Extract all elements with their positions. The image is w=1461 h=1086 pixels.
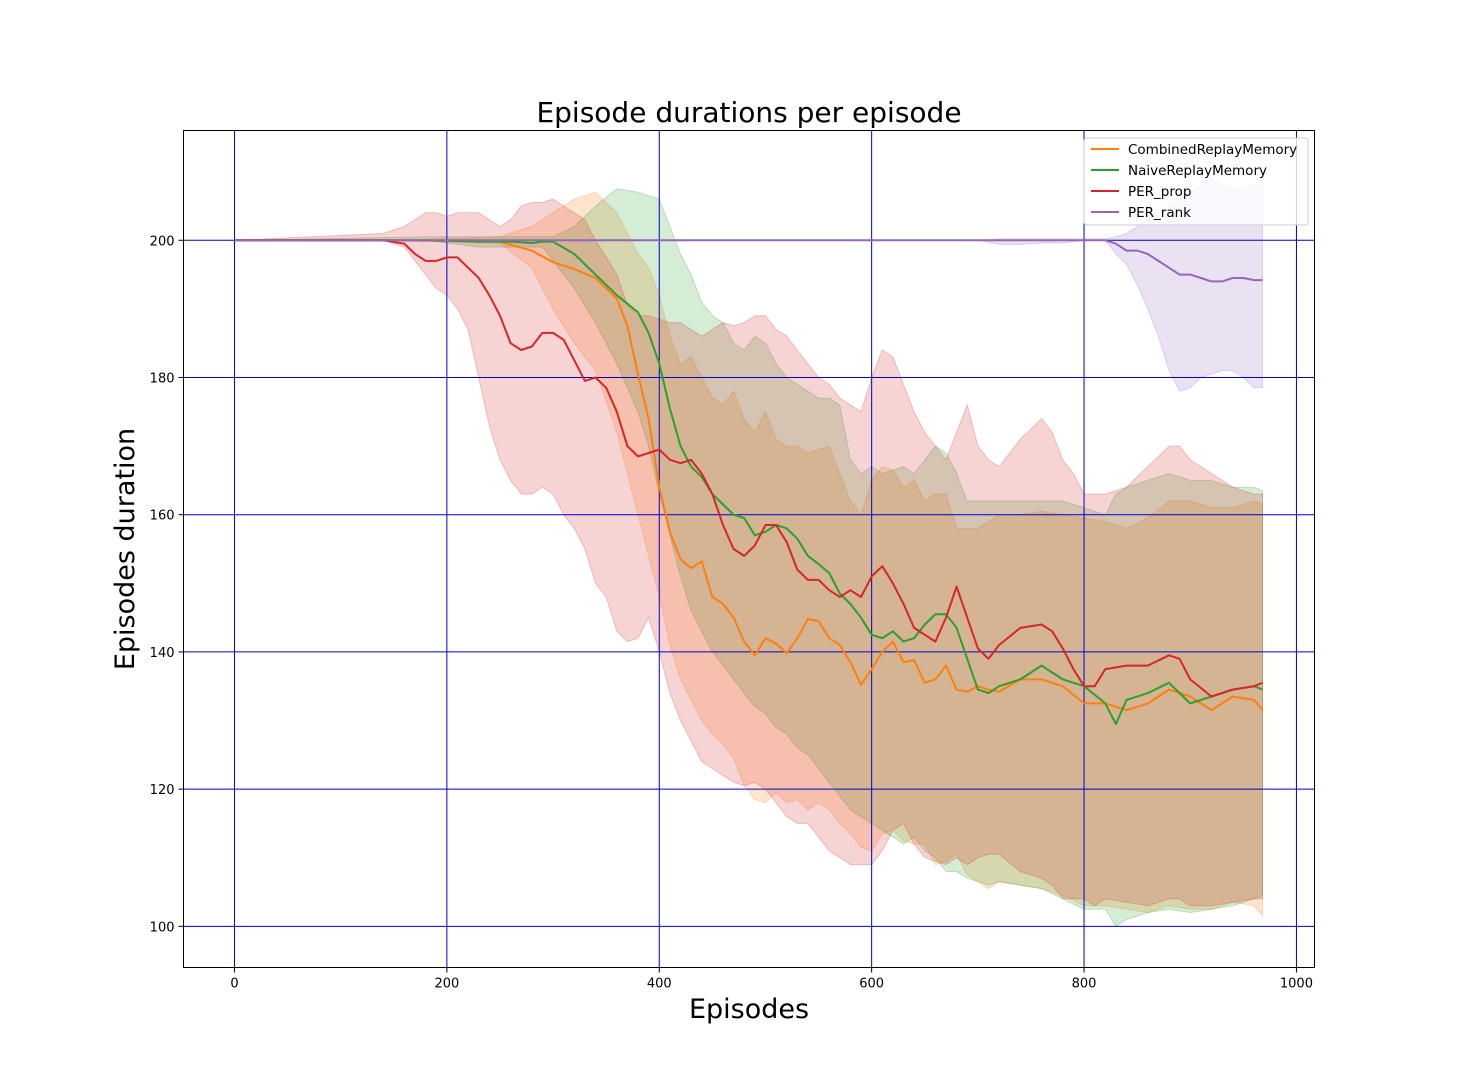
x-tick-label-2: 400 xyxy=(647,977,672,992)
y-tick-label-5: 200 xyxy=(150,234,175,249)
y-tick-label-2: 140 xyxy=(150,646,175,661)
x-tick-label-5: 1000 xyxy=(1280,977,1313,992)
legend: CombinedReplayMemory NaiveReplayMemory PER… xyxy=(1083,137,1309,226)
series-lines xyxy=(234,239,1264,725)
legend-box xyxy=(1083,137,1309,226)
x-tick-label-0: 0 xyxy=(230,977,238,992)
x-tick-label-1: 200 xyxy=(434,977,459,992)
series-line-1 xyxy=(234,239,1263,725)
series-line-2 xyxy=(234,239,1263,698)
legend-label-0: CombinedReplayMemory xyxy=(1128,142,1297,158)
x-axis-title: Episodes xyxy=(689,994,809,1025)
legend-label-2: PER_prop xyxy=(1128,184,1191,200)
band-3 xyxy=(234,177,1263,392)
legend-label-1: NaiveReplayMemory xyxy=(1128,163,1267,179)
x-tick-label-4: 800 xyxy=(1072,977,1097,992)
band-1 xyxy=(234,188,1263,927)
y-axis-title: Episodes duration xyxy=(110,428,141,670)
y-tick-label-3: 160 xyxy=(150,509,175,524)
series-line-3 xyxy=(234,239,1263,283)
y-tick-label-4: 180 xyxy=(150,371,175,386)
y-axis: 100 120 140 160 180 200 xyxy=(150,234,184,935)
y-tick-label-1: 120 xyxy=(150,783,175,798)
plot-frame xyxy=(183,130,1315,968)
chart-title: Episode durations per episode xyxy=(536,96,961,129)
y-tick-label-0: 100 xyxy=(150,920,175,935)
series-line-0 xyxy=(234,239,1264,712)
legend-label-3: PER_rank xyxy=(1128,205,1191,221)
x-axis: 0 200 400 600 800 1000 xyxy=(230,967,1313,992)
x-tick-label-3: 600 xyxy=(859,977,884,992)
